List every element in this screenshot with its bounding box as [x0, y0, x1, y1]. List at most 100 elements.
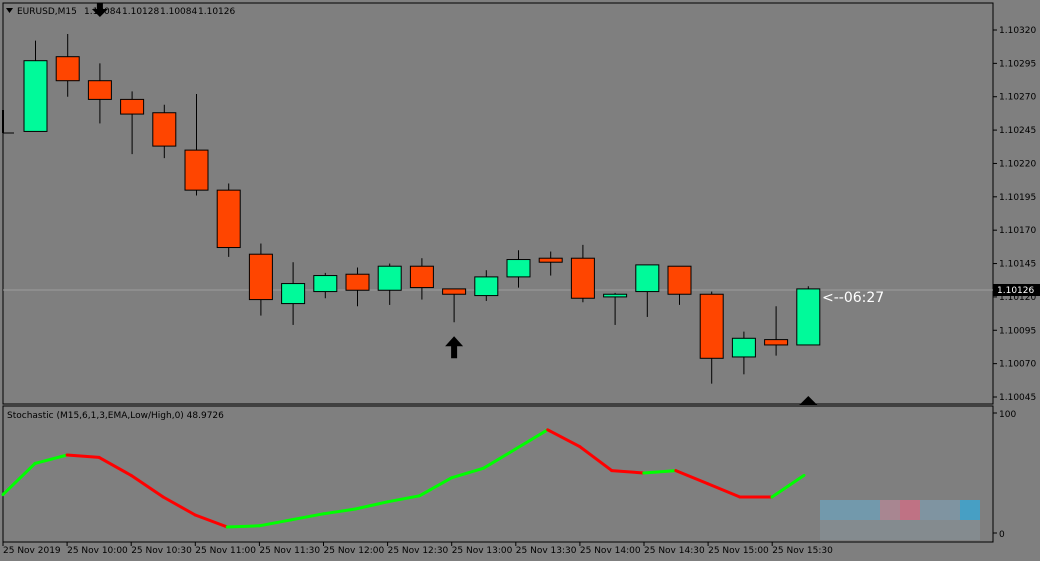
time-axis-label: 25 Nov 12:00	[324, 546, 385, 556]
price-axis-label: 1.10095	[999, 326, 1036, 336]
bull-candle-body	[603, 293, 628, 298]
stoch-segment-down	[674, 469, 710, 486]
collapse-triangle-icon[interactable]	[6, 8, 13, 13]
stoch-segment-up	[642, 469, 678, 475]
candle[interactable]	[55, 34, 80, 97]
time-axis-label: 25 Nov 11:00	[195, 546, 256, 556]
stoch-segment-down	[578, 445, 614, 473]
stoch-segment-up	[257, 518, 293, 528]
price-axis[interactable]: 1.10320 1.10295 1.10270 1.10245 1.10220 1.101…	[993, 26, 1040, 403]
candle[interactable]	[506, 250, 531, 288]
bull-candle-body	[313, 275, 338, 293]
bear-candle-body	[409, 265, 434, 289]
bull-candle-body	[731, 337, 756, 358]
candle-countdown: <--06:27	[822, 290, 884, 306]
bull-candle-body	[377, 265, 402, 291]
signal-arrows-group	[91, 3, 818, 405]
ohlc-close: 1.10126	[198, 7, 235, 17]
stoch-segment-up	[33, 453, 69, 465]
candle[interactable]	[764, 306, 789, 356]
candles-group	[23, 34, 821, 384]
bear-candle-body	[570, 257, 595, 299]
bear-candle-body	[55, 56, 80, 82]
stoch-axis-100: 100	[999, 410, 1016, 420]
candle[interactable]	[731, 331, 756, 375]
bear-candle-body	[87, 80, 112, 100]
stoch-segment-up	[289, 512, 325, 522]
candle[interactable]	[442, 288, 467, 323]
candle[interactable]	[87, 63, 112, 124]
bear-candle-body	[699, 293, 724, 359]
candle[interactable]	[474, 270, 499, 301]
candle[interactable]	[184, 94, 209, 196]
chart-header: EURUSD,M15 1.10084 1.10128 1.10084 1.101…	[6, 7, 235, 17]
bull-candle-body	[635, 264, 660, 293]
time-axis-label: 25 Nov 10:00	[67, 546, 128, 556]
time-axis[interactable]: 25 Nov 2019 25 Nov 10:00 25 Nov 10:30 25 No…	[2, 542, 833, 556]
bull-candle-body	[23, 60, 48, 132]
candle[interactable]	[603, 292, 628, 325]
price-axis-label: 1.10070	[999, 360, 1036, 370]
bear-candle-body	[345, 273, 370, 291]
time-axis-label: 25 Nov 14:30	[644, 546, 705, 556]
bear-candle-body	[216, 189, 241, 249]
candle[interactable]	[313, 272, 338, 299]
stoch-segment-down	[161, 495, 197, 517]
stoch-segment-up	[450, 466, 486, 480]
bear-candle-body	[120, 98, 145, 115]
watermark-patch	[820, 500, 980, 540]
current-price-label: 1.10126	[997, 286, 1034, 296]
ohlc-high: 1.10128	[122, 7, 159, 17]
bear-candle-body	[442, 288, 467, 295]
stoch-segment-up	[418, 476, 454, 498]
candle[interactable]	[23, 40, 48, 132]
buy-arrow-icon	[445, 336, 464, 359]
time-axis-label: 25 Nov 13:00	[452, 546, 513, 556]
time-axis-label: 25 Nov 10:30	[131, 546, 192, 556]
time-axis-label: 25 Nov 15:30	[772, 546, 833, 556]
price-panel[interactable]: EURUSD,M15 1.10084 1.10128 1.10084 1.101…	[2, 2, 994, 405]
price-axis-label: 1.10245	[999, 126, 1036, 136]
candle[interactable]	[345, 267, 370, 307]
stochastic-panel[interactable]: Stochastic (M15,6,1,3,EMA,Low/High,0) 48…	[1, 405, 1016, 543]
current-price-box	[993, 284, 1040, 296]
bull-candle-body	[474, 276, 499, 297]
time-axis-label: 25 Nov 12:30	[388, 546, 449, 556]
stoch-segment-up	[385, 494, 422, 504]
stoch-segment-down	[706, 482, 742, 499]
candle[interactable]	[120, 91, 145, 155]
bear-candle-body	[538, 257, 563, 263]
candle[interactable]	[699, 291, 724, 384]
time-axis-label: 25 Nov 13:30	[516, 546, 577, 556]
candle[interactable]	[377, 263, 402, 305]
candle[interactable]	[538, 251, 563, 276]
candle[interactable]	[796, 286, 821, 346]
candle[interactable]	[667, 265, 692, 305]
bull-candle-body	[796, 288, 821, 346]
price-axis-label: 1.10220	[999, 159, 1036, 169]
bull-candle-body	[281, 283, 306, 305]
price-axis-label: 1.10270	[999, 93, 1036, 103]
candle[interactable]	[635, 264, 660, 317]
stochastic-line	[1, 428, 806, 529]
stoch-segment-down	[610, 469, 646, 475]
candle[interactable]	[216, 183, 241, 257]
buy-arrow-icon	[799, 396, 818, 405]
stoch-segment-up	[353, 500, 389, 511]
ohlc-low: 1.10084	[160, 7, 197, 17]
sell-arrow-icon	[91, 3, 108, 17]
candle[interactable]	[409, 258, 434, 300]
time-axis-label: 25 Nov 14:00	[580, 546, 641, 556]
time-axis-label: 25 Nov 2019	[3, 546, 61, 556]
candle[interactable]	[281, 262, 306, 325]
price-axis-label: 1.10195	[999, 193, 1036, 203]
price-axis-label: 1.10295	[999, 59, 1036, 69]
symbol-timeframe: EURUSD,M15	[17, 7, 77, 17]
candle[interactable]	[248, 243, 273, 316]
candle[interactable]	[570, 244, 595, 303]
price-axis-label: 1.10045	[999, 393, 1036, 403]
candle[interactable]	[152, 104, 177, 159]
bear-candle-body	[764, 339, 789, 346]
